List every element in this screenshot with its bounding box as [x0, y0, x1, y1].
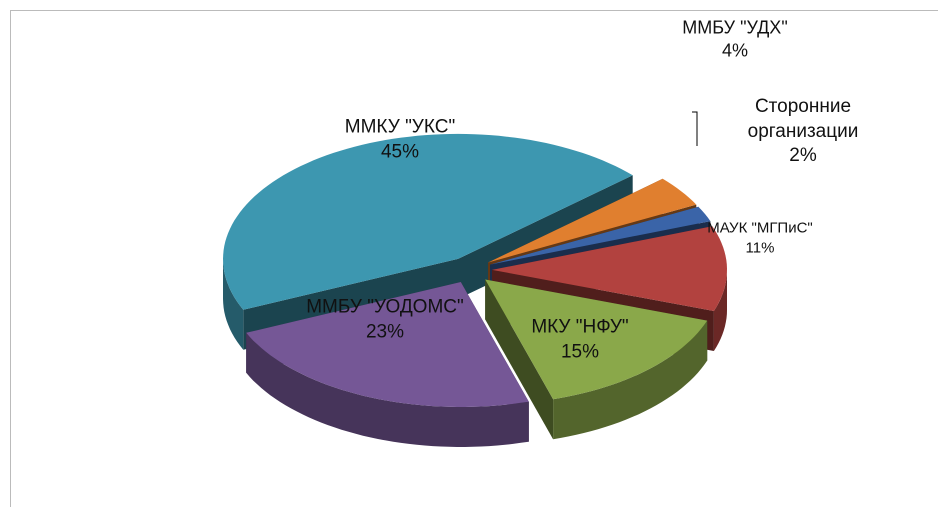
value-label: 15% — [560, 341, 600, 362]
data-label: МКУ "НФУ" 15% — [500, 315, 660, 364]
category-label: Сторонние организации — [747, 95, 859, 142]
value-label: 45% — [380, 141, 420, 162]
category-label: МКУ "НФУ" — [531, 316, 629, 338]
category-label: ММКУ "УКС" — [344, 116, 456, 138]
data-label: ММБУ "УОДОМС" 23% — [305, 295, 465, 344]
category-label: ММБУ "УОДОМС" — [306, 296, 464, 318]
slice-side — [485, 279, 554, 440]
slice — [490, 206, 711, 265]
value-label: 23% — [365, 321, 405, 342]
slice-wall — [223, 258, 244, 350]
slice — [485, 279, 708, 400]
slice — [223, 133, 633, 310]
value-label: 4% — [721, 41, 748, 61]
slice-wall — [713, 269, 727, 351]
slice — [246, 282, 529, 407]
value-label: 2% — [789, 145, 817, 167]
slice-wall — [246, 332, 529, 447]
category-label: МАУК "МГПиС" — [707, 219, 813, 237]
data-label: ММБУ "УДХ" 4% — [635, 17, 835, 64]
slice-wall — [553, 320, 708, 440]
data-label: Сторонние организации 2% — [728, 95, 878, 169]
slice — [488, 178, 697, 263]
value-label: 11% — [745, 239, 775, 256]
leader-line — [692, 111, 698, 146]
frame — [10, 10, 938, 507]
slice — [492, 226, 727, 311]
data-label: МАУК "МГПиС" 11% — [680, 219, 840, 258]
category-label: ММБУ "УДХ" — [682, 17, 788, 38]
data-label: ММКУ "УКС" 45% — [310, 115, 490, 164]
